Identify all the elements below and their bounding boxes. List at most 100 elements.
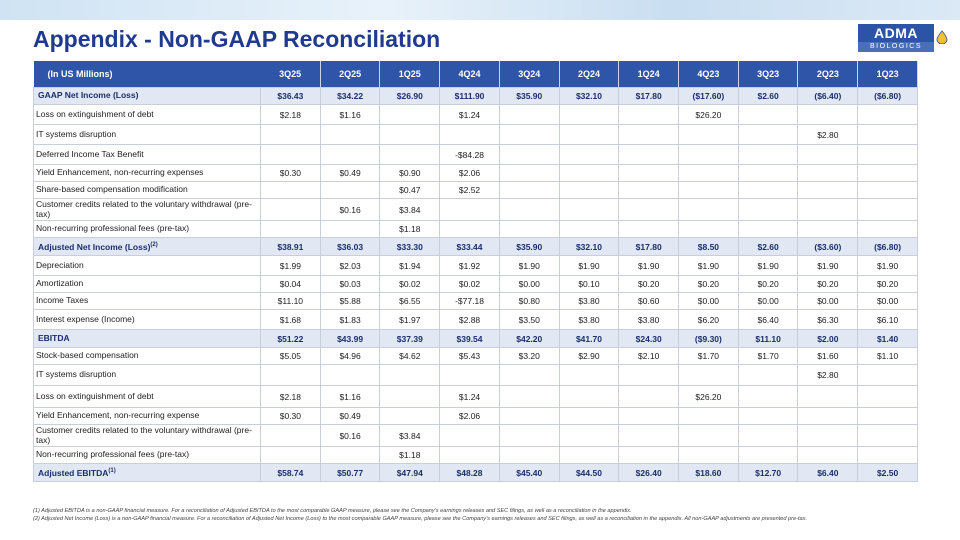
table-cell	[439, 364, 500, 386]
table-cell	[558, 144, 620, 165]
table-cell: $6.40	[737, 309, 799, 330]
table-cell: $1.90	[797, 255, 859, 276]
table-cell	[260, 424, 321, 447]
table-cell	[498, 424, 560, 447]
table-cell	[618, 407, 680, 425]
table-cell: $0.30	[260, 164, 321, 182]
table-cell	[498, 407, 560, 425]
column-header: 3Q25	[260, 61, 321, 88]
table-cell	[618, 220, 680, 238]
table-cell	[618, 181, 680, 199]
table-cell: $2.80	[797, 364, 859, 386]
table-cell	[260, 144, 321, 165]
table-cell	[678, 364, 739, 386]
footnote-marker: (2)	[150, 241, 158, 248]
table-cell: $1.24	[439, 385, 500, 408]
table-cell	[797, 198, 859, 221]
table-cell: $0.00	[678, 292, 739, 310]
table-cell: $17.80	[618, 87, 680, 105]
table-cell	[260, 181, 321, 199]
table-row: GAAP Net Income (Loss) $36.43 $34.22 $26.90…	[33, 87, 918, 105]
column-header: 4Q23	[678, 61, 739, 88]
table-cell: $18.60	[678, 463, 739, 482]
table-cell	[857, 164, 918, 182]
table-cell: $0.20	[618, 275, 680, 293]
table-cell	[558, 164, 620, 182]
table-cell: $11.10	[260, 292, 321, 310]
table-cell: $0.10	[558, 275, 620, 293]
table-row: Adjusted EBITDA(1) $58.74 $50.77 $47.94 $48.…	[33, 463, 918, 482]
table-cell	[618, 124, 680, 145]
table-cell: $3.80	[618, 309, 680, 330]
table-cell: $0.47	[379, 181, 441, 199]
table-cell: $2.52	[439, 181, 500, 199]
table-cell	[797, 446, 859, 464]
table-cell	[857, 364, 918, 386]
table-cell: $0.16	[319, 424, 381, 447]
table-cell: $0.60	[618, 292, 680, 310]
row-label: Deferred Income Tax Benefit	[33, 144, 261, 165]
table-cell	[857, 385, 918, 408]
row-label-text: Income Taxes	[36, 295, 89, 306]
row-label: Income Taxes	[33, 292, 261, 310]
table-cell	[737, 198, 799, 221]
table-cell: $48.28	[439, 463, 500, 482]
table-cell	[857, 446, 918, 464]
table-cell	[857, 144, 918, 165]
table-row: Yield Enhancement, non-recurring expense…	[33, 164, 918, 182]
table-cell	[857, 198, 918, 221]
table-cell	[379, 144, 441, 165]
table-cell: $1.90	[558, 255, 620, 276]
table-cell: ($17.60)	[678, 87, 739, 105]
corner-label: (In US Millions)	[33, 61, 261, 88]
table-cell: $26.20	[678, 104, 739, 125]
table-cell: $0.49	[319, 407, 381, 425]
table-cell: $0.20	[678, 275, 739, 293]
table-cell	[618, 144, 680, 165]
table-cell: $1.70	[737, 347, 799, 365]
table-cell	[857, 220, 918, 238]
table-row: Deferred Income Tax Benefit -$84.28	[33, 144, 918, 165]
row-label: Yield Enhancement, non-recurring expense…	[33, 164, 261, 182]
column-header: 1Q25	[379, 61, 441, 88]
table-cell	[319, 220, 381, 238]
header-sky-band	[0, 0, 960, 20]
table-cell: $3.80	[558, 292, 620, 310]
table-cell: $37.39	[379, 329, 441, 348]
row-label: Loss on extinguishment of debt	[33, 385, 261, 408]
table-cell: $33.30	[379, 237, 441, 256]
table-cell: $33.44	[439, 237, 500, 256]
table-cell: $50.77	[319, 463, 381, 482]
row-label: EBITDA	[33, 329, 261, 348]
table-cell: $2.00	[797, 329, 859, 348]
table-cell	[439, 220, 500, 238]
footnote-2: (2) Adjusted Net Income (Loss) is a non-…	[33, 515, 808, 522]
table-cell	[678, 124, 739, 145]
table-cell	[439, 446, 500, 464]
row-label: Adjusted Net Income (Loss)(2)	[33, 237, 261, 256]
table-cell: $2.06	[439, 164, 500, 182]
table-cell: $2.18	[260, 385, 321, 408]
table-cell	[379, 104, 441, 125]
table-row: IT systems disruption $2.80	[33, 124, 918, 145]
row-label: Stock-based compensation	[33, 347, 261, 365]
table-cell: $2.60	[737, 87, 799, 105]
row-label-text: Deferred Income Tax Benefit	[36, 148, 144, 159]
table-row: Loss on extinguishment of debt $2.18 $1.16…	[33, 385, 918, 408]
column-header: 1Q24	[618, 61, 680, 88]
row-label-text: Loss on extinguishment of debt	[36, 108, 154, 119]
table-cell	[260, 220, 321, 238]
table-cell	[618, 446, 680, 464]
table-cell: $1.70	[678, 347, 739, 365]
row-label-text: Non-recurring professional fees (pre-tax…	[36, 449, 190, 460]
table-cell: $44.50	[558, 463, 620, 482]
table-cell	[618, 198, 680, 221]
table-cell: $2.03	[319, 255, 381, 276]
table-cell	[319, 124, 381, 145]
table-cell: $3.80	[558, 309, 620, 330]
table-row: Amortization $0.04 $0.03 $0.02 $0.02 $0.00 $0.…	[33, 275, 918, 293]
footnote-marker: (1)	[108, 467, 116, 474]
table-cell	[558, 220, 620, 238]
table-cell	[857, 181, 918, 199]
table-cell	[678, 446, 739, 464]
